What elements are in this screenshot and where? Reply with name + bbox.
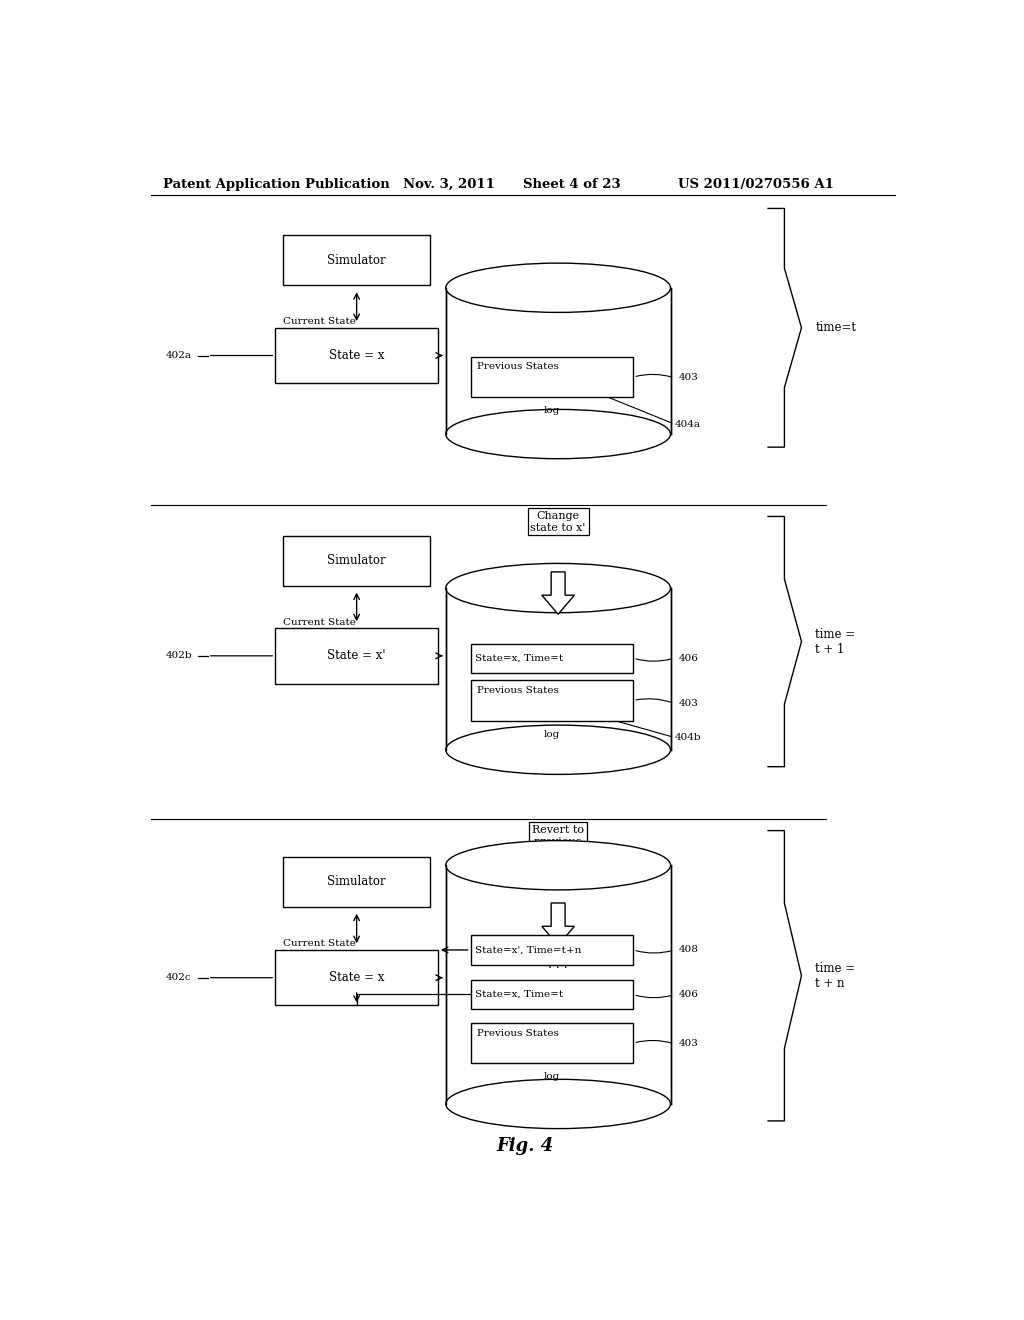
Bar — [471, 358, 633, 397]
Bar — [283, 235, 430, 285]
Text: Simulator: Simulator — [328, 253, 386, 267]
Text: Nov. 3, 2011: Nov. 3, 2011 — [403, 178, 495, 190]
Text: Current State: Current State — [283, 618, 356, 627]
Text: Sheet 4 of 23: Sheet 4 of 23 — [523, 178, 621, 190]
Polygon shape — [542, 903, 574, 945]
Bar — [283, 536, 430, 586]
Ellipse shape — [445, 263, 671, 313]
Text: 403: 403 — [678, 1039, 698, 1048]
Bar — [283, 857, 430, 907]
Bar — [275, 327, 438, 383]
Text: 402a: 402a — [165, 351, 191, 360]
Text: 402c: 402c — [165, 973, 190, 982]
Text: 404a: 404a — [675, 420, 700, 429]
Polygon shape — [542, 572, 574, 614]
Text: Change
state to x': Change state to x' — [530, 511, 586, 533]
Text: Revert to
previous
state=x: Revert to previous state=x — [532, 825, 584, 858]
Text: 402b: 402b — [165, 651, 191, 660]
Text: Patent Application Publication: Patent Application Publication — [163, 178, 389, 190]
Ellipse shape — [445, 841, 671, 890]
Polygon shape — [445, 288, 671, 434]
Text: time =
t + 1: time = t + 1 — [815, 627, 855, 656]
Ellipse shape — [445, 564, 671, 612]
Text: time =
t + n: time = t + n — [815, 962, 855, 990]
Text: State = x: State = x — [329, 972, 384, 985]
Text: Current State: Current State — [283, 317, 356, 326]
Text: Previous States: Previous States — [477, 1028, 559, 1038]
Text: 403: 403 — [678, 700, 698, 708]
Ellipse shape — [445, 409, 671, 459]
Bar — [471, 644, 633, 673]
Text: State = x': State = x' — [328, 649, 386, 663]
Text: . . .: . . . — [548, 958, 568, 972]
Text: 408: 408 — [678, 945, 698, 954]
Bar — [471, 979, 633, 1010]
Text: Current State: Current State — [283, 940, 356, 949]
Text: State=x, Time=t: State=x, Time=t — [475, 990, 563, 999]
Text: Simulator: Simulator — [328, 875, 386, 888]
Text: Simulator: Simulator — [328, 554, 386, 568]
Text: log: log — [544, 730, 560, 739]
Ellipse shape — [445, 1080, 671, 1129]
Text: log: log — [544, 407, 560, 416]
Text: Previous States: Previous States — [477, 686, 559, 694]
Text: 406: 406 — [678, 990, 698, 999]
Text: Fig. 4: Fig. 4 — [497, 1137, 553, 1155]
Text: 406: 406 — [678, 653, 698, 663]
Text: US 2011/0270556 A1: US 2011/0270556 A1 — [678, 178, 835, 190]
Bar — [471, 1023, 633, 1063]
Ellipse shape — [445, 725, 671, 775]
Text: State = x: State = x — [329, 348, 384, 362]
Text: 403: 403 — [678, 374, 698, 383]
Bar — [471, 681, 633, 721]
Bar — [275, 950, 438, 1006]
Text: log: log — [544, 1072, 560, 1081]
Text: 404b: 404b — [675, 733, 701, 742]
Text: State=x', Time=t+n: State=x', Time=t+n — [475, 945, 582, 954]
Text: Previous States: Previous States — [477, 363, 559, 371]
Polygon shape — [445, 866, 671, 1104]
Text: State=x, Time=t: State=x, Time=t — [475, 653, 563, 663]
Polygon shape — [445, 589, 671, 750]
Text: time=t: time=t — [815, 321, 856, 334]
Bar — [275, 628, 438, 684]
Bar — [471, 936, 633, 965]
